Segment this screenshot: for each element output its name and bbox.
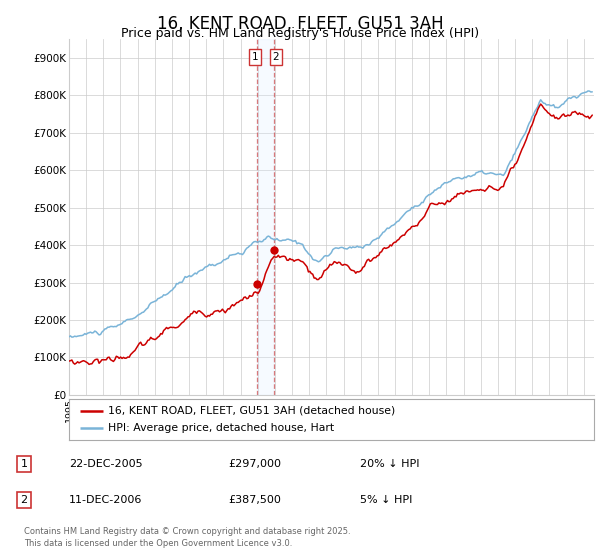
- Text: Contains HM Land Registry data © Crown copyright and database right 2025.
This d: Contains HM Land Registry data © Crown c…: [24, 527, 350, 548]
- Text: 1: 1: [20, 459, 28, 469]
- Text: HPI: Average price, detached house, Hart: HPI: Average price, detached house, Hart: [109, 423, 335, 433]
- Text: £387,500: £387,500: [228, 495, 281, 505]
- Text: 22-DEC-2005: 22-DEC-2005: [69, 459, 143, 469]
- Text: 16, KENT ROAD, FLEET, GU51 3AH: 16, KENT ROAD, FLEET, GU51 3AH: [157, 15, 443, 32]
- Text: 5% ↓ HPI: 5% ↓ HPI: [360, 495, 412, 505]
- Text: 2: 2: [272, 52, 279, 62]
- Text: 1: 1: [251, 52, 258, 62]
- Text: 20% ↓ HPI: 20% ↓ HPI: [360, 459, 419, 469]
- Text: £297,000: £297,000: [228, 459, 281, 469]
- Text: Price paid vs. HM Land Registry's House Price Index (HPI): Price paid vs. HM Land Registry's House …: [121, 27, 479, 40]
- Text: 16, KENT ROAD, FLEET, GU51 3AH (detached house): 16, KENT ROAD, FLEET, GU51 3AH (detached…: [109, 405, 395, 416]
- Text: 2: 2: [20, 495, 28, 505]
- Text: 11-DEC-2006: 11-DEC-2006: [69, 495, 142, 505]
- Bar: [257, 39, 274, 395]
